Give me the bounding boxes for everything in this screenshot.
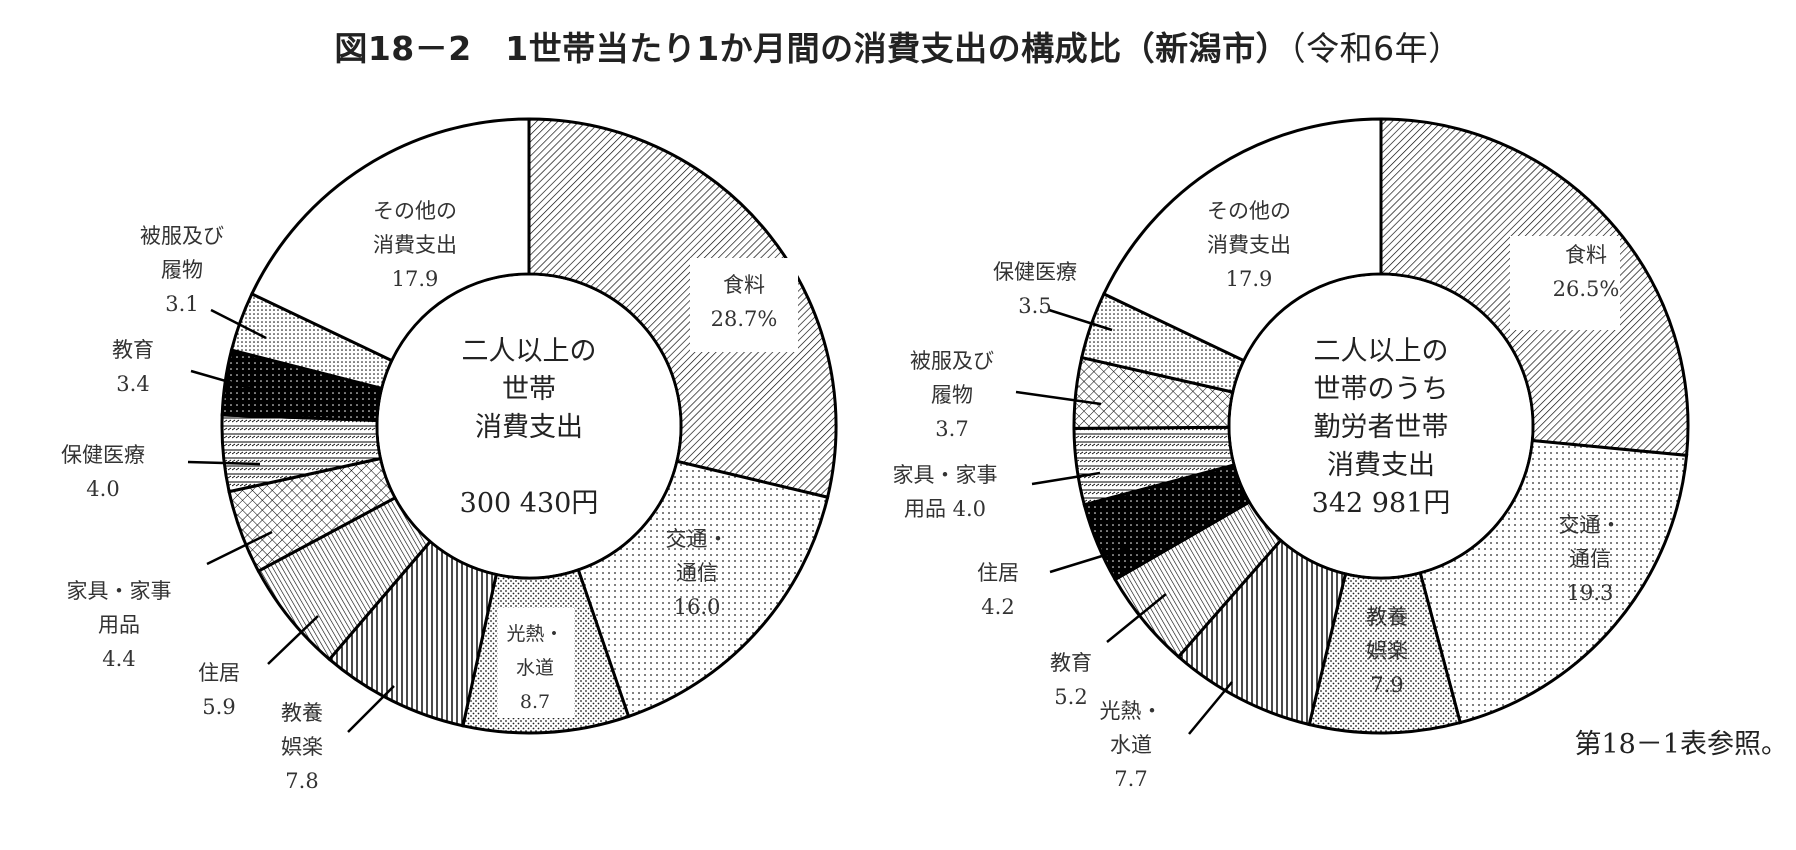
- center-label: 二人以上の世帯のうち勤労者世帯消費支出 342 981円: [1312, 336, 1451, 519]
- donut-chart-two-plus-households: 食料 28.7% 交通・通信 16.0 光熱・水道 8.7 教養娯楽 7.8 住居 5.9 家具・家…: [61, 117, 838, 793]
- donut-hole: [378, 275, 680, 577]
- slice-label: 住居 5.9: [198, 661, 240, 719]
- center-label: 二人以上の世帯消費支出 300 430円: [460, 336, 599, 519]
- slice-label: 光熱・水道 8.7: [506, 623, 563, 713]
- slice-label: 家具・家事用品 4.0: [893, 463, 998, 521]
- leader-line: [1106, 593, 1167, 643]
- slice-label: 教養娯楽 7.8: [281, 701, 323, 793]
- slice-label: 住居 4.2: [977, 561, 1019, 619]
- slice-label: 食料 28.7%: [711, 273, 778, 331]
- slice-label: 光熱・水道 7.7: [1100, 699, 1163, 791]
- slice-label: 交通・通信 19.3: [1559, 513, 1622, 605]
- leader-line: [1015, 390, 1102, 406]
- donut-chart-worker-households: 食料 26.5% 交通・通信 19.3 教養娯楽 7.9 光熱・水道 7.7教育 5.2 住居 4.…: [893, 117, 1690, 791]
- donut-hole: [1230, 275, 1532, 577]
- slice-label: 教育 3.4: [112, 338, 154, 396]
- donut-slice: [1101, 117, 1383, 363]
- donut-slice: [249, 117, 531, 363]
- label-box: [1510, 236, 1620, 330]
- chart-title-era: （令和6年）: [1289, 29, 1462, 68]
- leader-line: [190, 369, 265, 394]
- label-box: [690, 258, 798, 352]
- leader-line: [347, 685, 395, 733]
- source-note: 第18－1表参照。: [1574, 729, 1788, 760]
- leader-line: [187, 460, 261, 466]
- leader-line: [210, 308, 267, 340]
- chart-title-main: 図18－2 1世帯当たり1か月間の消費支出の構成比（新潟市）: [334, 29, 1290, 68]
- chart-title: 図18－2 1世帯当たり1か月間の消費支出の構成比（新潟市）（令和6年）: [0, 22, 1796, 70]
- slice-label: 保健医療 3.5: [993, 260, 1077, 318]
- leader-line: [1048, 308, 1113, 332]
- leader-line: [206, 530, 273, 566]
- slice-label: その他の消費支出 17.9: [373, 199, 457, 291]
- slice-label: 食料 26.5%: [1553, 243, 1620, 301]
- slice-label: その他の消費支出 17.9: [1207, 199, 1291, 291]
- slice-label: 家具・家事用品 4.4: [67, 579, 172, 671]
- leader-line: [1031, 471, 1101, 486]
- label-box: [498, 608, 574, 718]
- donut-slice: [1418, 438, 1689, 725]
- donut-slice: [576, 459, 830, 719]
- donut-slice: [527, 117, 838, 500]
- slice-label: 教養娯楽 7.9: [1366, 605, 1408, 697]
- slice-label: 教育 5.2: [1050, 651, 1092, 709]
- leader-line: [1188, 681, 1233, 735]
- slice-label: 保健医療 4.0: [61, 443, 145, 501]
- leader-line: [267, 615, 319, 665]
- leader-line: [1049, 546, 1129, 574]
- slice-label: 被服及び履物 3.1: [140, 224, 224, 316]
- slice-label: 交通・通信 16.0: [666, 527, 729, 619]
- slice-label: 被服及び履物 3.7: [910, 349, 994, 441]
